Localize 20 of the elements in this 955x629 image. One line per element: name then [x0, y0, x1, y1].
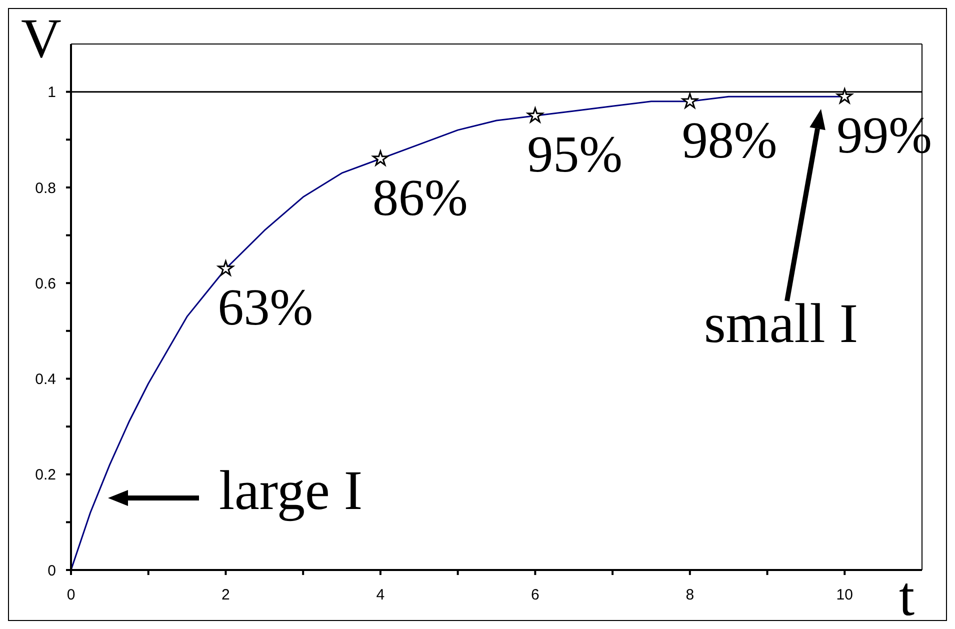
data-label: 63%: [218, 280, 314, 337]
y-tick-label: 1: [48, 84, 56, 102]
y-tick-label: 0.6: [35, 275, 56, 292]
y-tick-label: 0: [48, 562, 56, 580]
y-tick-label: 0.8: [35, 180, 56, 197]
x-tick-label: 0: [66, 586, 76, 604]
x-tick-label: 4: [376, 586, 385, 604]
y-tick-label: 0.2: [35, 466, 56, 484]
data-label: 98%: [682, 112, 778, 170]
y-axis-title: V: [21, 8, 62, 70]
data-label: 86%: [372, 170, 468, 227]
y-tick-label: 0.4: [35, 371, 56, 388]
annotation: small I: [704, 293, 858, 355]
x-tick-label: 2: [222, 586, 230, 604]
annotation: large I: [219, 460, 363, 522]
data-label: 95%: [527, 126, 623, 184]
x-tick-label: 6: [531, 586, 540, 604]
x-tick-label: 10: [836, 586, 853, 604]
x-axis-title: t: [899, 566, 915, 628]
x-tick-label: 8: [686, 586, 694, 604]
